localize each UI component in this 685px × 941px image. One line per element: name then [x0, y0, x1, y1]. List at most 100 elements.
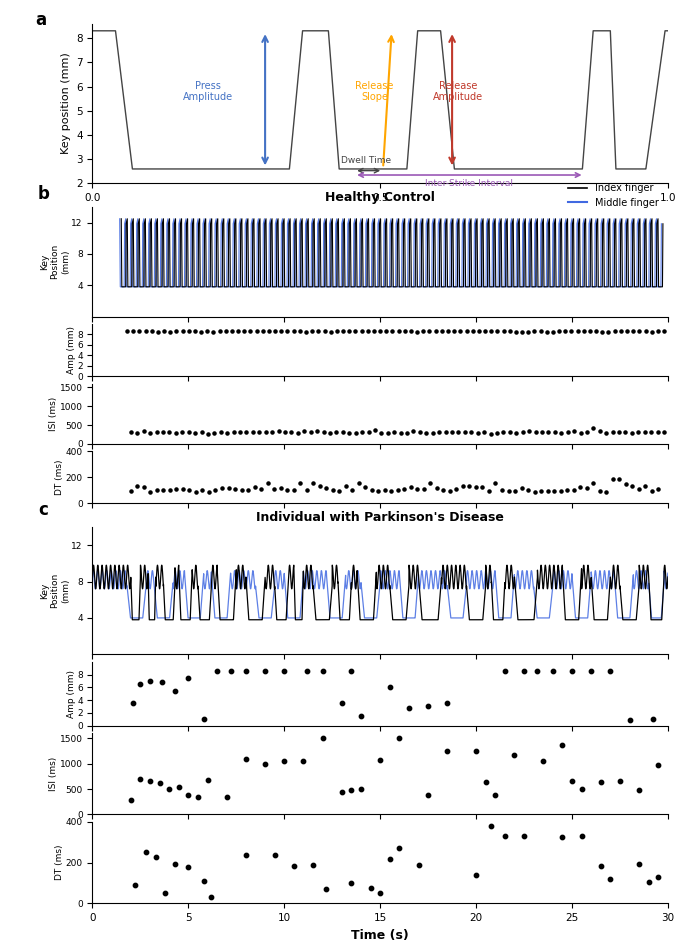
Y-axis label: Amp (mm): Amp (mm): [66, 327, 75, 375]
Point: [605, 871, 616, 886]
Point: [633, 481, 644, 496]
Point: [306, 424, 316, 439]
Point: [196, 324, 207, 339]
Point: [288, 858, 299, 873]
Point: [542, 484, 553, 499]
Point: [260, 424, 271, 439]
Point: [202, 773, 213, 788]
Point: [376, 425, 387, 440]
Point: [634, 324, 645, 339]
Point: [535, 324, 546, 339]
Point: [569, 423, 580, 439]
Point: [312, 423, 323, 439]
Point: [440, 424, 451, 439]
Point: [553, 324, 564, 339]
Point: [353, 476, 364, 491]
Point: [215, 424, 226, 439]
Point: [282, 324, 293, 339]
Point: [643, 874, 654, 889]
Point: [365, 881, 376, 896]
Point: [221, 324, 232, 339]
Point: [451, 482, 462, 497]
Text: Dwell Time: Dwell Time: [340, 156, 391, 166]
Point: [504, 324, 515, 339]
Point: [350, 425, 361, 440]
Point: [424, 324, 435, 339]
Point: [639, 424, 650, 439]
Point: [132, 425, 142, 440]
Point: [158, 424, 169, 439]
Point: [332, 324, 342, 339]
Point: [485, 426, 496, 441]
Point: [614, 471, 625, 486]
Point: [202, 324, 213, 339]
Point: [532, 664, 543, 679]
Point: [196, 425, 207, 440]
Point: [208, 324, 219, 339]
Point: [486, 819, 497, 834]
Point: [640, 479, 651, 494]
Point: [251, 324, 262, 339]
Point: [169, 856, 180, 871]
Point: [276, 324, 287, 339]
Title: Healthy Control: Healthy Control: [325, 191, 435, 204]
Point: [183, 670, 194, 685]
Point: [458, 479, 469, 494]
Point: [614, 774, 625, 789]
Point: [321, 480, 332, 495]
Point: [256, 482, 266, 497]
Point: [519, 829, 530, 844]
Point: [620, 424, 631, 439]
Point: [302, 664, 313, 679]
Point: [473, 324, 484, 339]
Point: [393, 324, 404, 339]
Point: [394, 730, 405, 745]
Point: [466, 424, 477, 439]
Point: [640, 324, 651, 339]
Point: [492, 324, 503, 339]
Title: Individual with Parkinson's Disease: Individual with Parkinson's Disease: [256, 511, 504, 524]
Y-axis label: DT (ms): DT (ms): [55, 845, 64, 881]
Point: [127, 324, 138, 339]
Point: [356, 781, 366, 796]
Point: [269, 847, 280, 862]
Point: [242, 483, 253, 498]
Point: [254, 424, 265, 439]
Point: [412, 324, 423, 339]
Point: [236, 483, 247, 498]
Point: [576, 781, 587, 796]
Point: [216, 481, 227, 496]
Text: Release
Amplitude: Release Amplitude: [433, 81, 483, 103]
Text: c: c: [38, 502, 48, 519]
Y-axis label: Amp (mm): Amp (mm): [66, 670, 75, 718]
Text: a: a: [35, 10, 46, 29]
Point: [340, 478, 351, 493]
Point: [455, 324, 466, 339]
Point: [210, 482, 221, 497]
Point: [190, 484, 201, 499]
Point: [386, 484, 397, 499]
Point: [347, 482, 358, 497]
Point: [132, 479, 143, 494]
Point: [529, 484, 540, 499]
Point: [413, 857, 424, 872]
Point: [519, 664, 530, 679]
Point: [586, 664, 597, 679]
Point: [547, 664, 558, 679]
Point: [595, 858, 606, 873]
Point: [499, 664, 510, 679]
Point: [497, 483, 508, 498]
Point: [434, 424, 445, 439]
Point: [517, 424, 528, 439]
Point: [620, 476, 631, 491]
Point: [317, 730, 328, 745]
Point: [301, 324, 312, 339]
Point: [258, 324, 269, 339]
Point: [621, 324, 632, 339]
Point: [607, 424, 618, 439]
Point: [338, 324, 349, 339]
Point: [241, 424, 252, 439]
Point: [549, 484, 560, 499]
Point: [425, 476, 436, 491]
Point: [389, 424, 400, 439]
